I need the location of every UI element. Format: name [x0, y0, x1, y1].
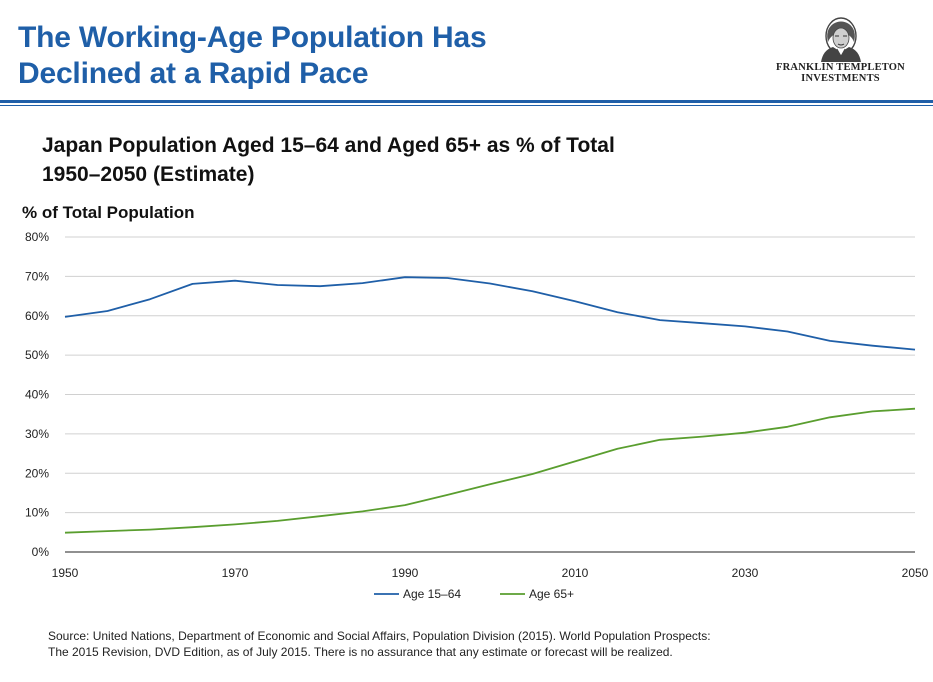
y-tick-label: 60%: [25, 309, 49, 323]
y-tick-label: 20%: [25, 466, 49, 480]
header-divider-thin: [0, 105, 933, 106]
source-line-2: The 2015 Revision, DVD Edition, as of Ju…: [48, 645, 673, 659]
y-tick-label: 80%: [25, 230, 49, 244]
legend-item-age-65-plus: Age 65+: [529, 587, 574, 601]
line-chart: 0% 10% 20% 30% 40% 50% 60% 70% 80% 1950 1970 1990 20…: [25, 230, 929, 601]
y-tick-label: 70%: [25, 269, 49, 283]
page-title-line-1: The Working-Age Population Has: [18, 21, 487, 54]
page-title: The Working-Age Population Has Declined …: [18, 20, 487, 92]
chart-subtitle: 1950–2050 (Estimate): [42, 163, 255, 186]
source-line-1: Source: United Nations, Department of Ec…: [48, 629, 711, 643]
x-tick-label: 2050: [902, 566, 929, 580]
franklin-portrait-icon: [820, 17, 861, 62]
source-note: Source: United Nations, Department of Ec…: [48, 628, 711, 660]
logo-text-line-2: INVESTMENTS: [801, 73, 880, 84]
x-tick-label: 2010: [562, 566, 589, 580]
y-tick-label: 40%: [25, 388, 49, 402]
chart-title: Japan Population Aged 15–64 and Aged 65+…: [42, 131, 615, 189]
x-tick-label: 1970: [222, 566, 249, 580]
y-axis-label: % of Total Population: [22, 203, 195, 222]
y-tick-label: 30%: [25, 427, 49, 441]
page-title-line-2: Declined at a Rapid Pace: [18, 57, 369, 90]
series-line-age-15-64: [64, 276, 916, 351]
x-tick-label: 1950: [52, 566, 79, 580]
x-tick-label: 2030: [732, 566, 759, 580]
legend-item-age-15-64: Age 15–64: [403, 587, 461, 601]
chart-title-line-1: Japan Population Aged 15–64 and Aged 65+…: [42, 134, 615, 157]
y-tick-label: 10%: [25, 506, 49, 520]
x-tick-label: 1990: [392, 566, 419, 580]
y-tick-label: 0%: [32, 545, 50, 559]
logo-text-line-1: FRANKLIN TEMPLETON: [776, 62, 905, 73]
franklin-templeton-logo: FRANKLIN TEMPLETON INVESTMENTS: [768, 16, 913, 88]
series-line-age-65-plus: [64, 407, 916, 534]
y-tick-label: 50%: [25, 348, 49, 362]
header-divider-thick: [0, 100, 933, 103]
